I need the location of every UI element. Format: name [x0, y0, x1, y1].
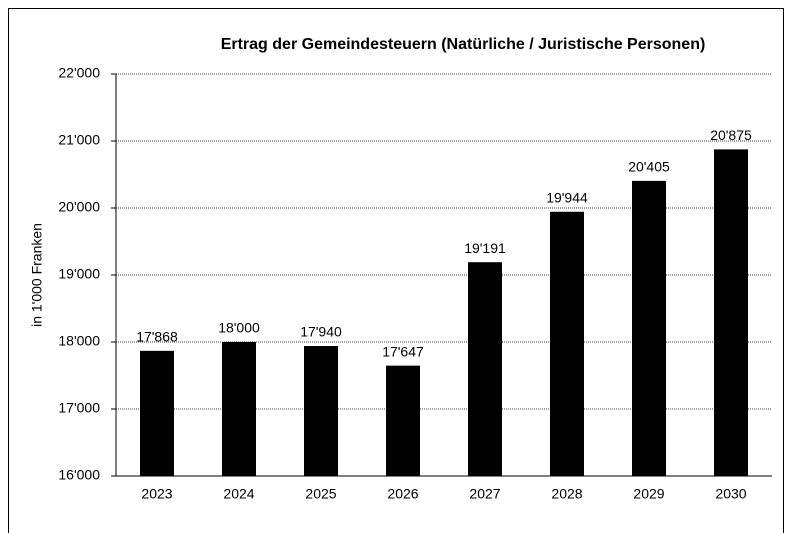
y-tick-label: 17'000 [58, 400, 100, 416]
y-tick-label: 22'000 [58, 65, 100, 81]
data-label: 18'000 [218, 320, 260, 336]
bar [632, 180, 666, 477]
data-label: 17'868 [136, 329, 178, 345]
data-label: 20'875 [710, 127, 752, 143]
data-label: 19'191 [464, 240, 506, 256]
y-tick-label: 20'000 [58, 199, 100, 215]
data-label: 19'944 [546, 189, 588, 205]
x-tick-label: 2028 [551, 486, 582, 502]
y-tick-label: 18'000 [58, 333, 100, 349]
bar [140, 350, 174, 476]
x-tick-label: 2023 [141, 486, 172, 502]
y-axis-label: in 1'000 Franken [29, 223, 45, 327]
data-label: 17'647 [382, 343, 424, 359]
data-label: 20'405 [628, 159, 670, 175]
y-tick-label: 16'000 [58, 467, 100, 483]
x-tick-label: 2026 [387, 486, 418, 502]
bar [386, 365, 420, 476]
x-tick-label: 2025 [305, 486, 336, 502]
x-tick-label: 2027 [469, 486, 500, 502]
y-tick-label: 19'000 [58, 266, 100, 282]
bar [714, 149, 748, 476]
x-tick-label: 2024 [223, 486, 254, 502]
bar [304, 346, 338, 476]
x-tick-label: 2030 [715, 486, 746, 502]
chart-frame [8, 8, 784, 533]
bar [550, 211, 584, 476]
y-tick-label: 21'000 [58, 132, 100, 148]
data-label: 17'940 [300, 324, 342, 340]
bar [222, 342, 256, 476]
x-tick-label: 2029 [633, 486, 664, 502]
bar [468, 262, 502, 476]
chart-title: Ertrag der Gemeindesteuern (Natürliche /… [221, 36, 706, 53]
